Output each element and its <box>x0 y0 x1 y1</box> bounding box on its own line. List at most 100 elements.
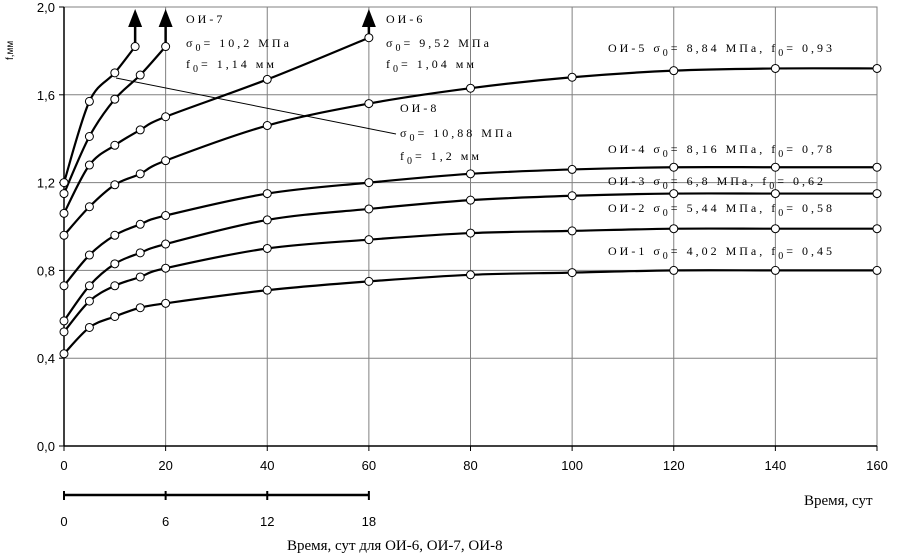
data-point-ои-8 <box>135 70 145 80</box>
data-point-ои-5 <box>84 202 94 212</box>
annotation-oi6: ОИ-6 σ0= 9,52 МПа f0= 1,04 мм <box>386 12 489 75</box>
x-tick-label: 120 <box>663 458 685 473</box>
oi1-s1: 0 <box>663 251 671 262</box>
y-axis-label: f,мм <box>5 41 16 60</box>
data-point-ои-6 <box>84 160 94 170</box>
oi4-t2: = 8,16 МПа, f <box>671 142 778 156</box>
grid <box>63 6 878 447</box>
x2-tick-label: 12 <box>260 514 274 529</box>
oi2-s2: 0 <box>778 208 786 219</box>
oi7-name: ОИ-7 <box>186 12 225 26</box>
oi8-f: f <box>400 149 407 163</box>
data-point-ои-3 <box>567 191 577 201</box>
data-point-ои-8 <box>84 132 94 142</box>
data-point-ои-3 <box>669 189 679 199</box>
data-point-ои-4 <box>135 219 145 229</box>
oi6-sigma: σ <box>386 36 395 50</box>
oi3-s2: 0 <box>769 181 777 192</box>
oi3-t3: = 0,62 <box>777 174 826 188</box>
data-point-ои-8 <box>161 42 171 52</box>
oi6-name: ОИ-6 <box>386 12 425 26</box>
x-tick-label: 100 <box>561 458 583 473</box>
data-point-ои-7 <box>59 178 69 188</box>
data-point-ои-2 <box>872 224 882 234</box>
oi8-name: ОИ-8 <box>400 101 439 115</box>
y-tick-label: 0,4 <box>37 351 55 366</box>
data-point-ои-2 <box>59 327 69 337</box>
svg-text:f0= 1,04 мм: f0= 1,04 мм <box>386 57 477 75</box>
oi5-t1: ОИ-5 σ <box>608 41 663 55</box>
oi7-sigma-val: = 10,2 МПа <box>203 36 291 50</box>
data-point-ои-1 <box>161 298 171 308</box>
data-point-ои-3 <box>161 239 171 249</box>
oi4-s2: 0 <box>778 149 786 160</box>
oi1-s2: 0 <box>778 251 786 262</box>
x2-tick-label: 0 <box>60 514 67 529</box>
oi5-s1: 0 <box>663 48 671 59</box>
oi7-f: f <box>186 57 193 71</box>
svg-text:σ0= 10,88 МПа: σ0= 10,88 МПа <box>400 126 515 144</box>
data-point-ои-3 <box>872 189 882 199</box>
data-point-ои-1 <box>110 311 120 321</box>
data-point-ои-4 <box>466 169 475 179</box>
data-point-ои-2 <box>466 228 475 238</box>
oi3-t1: ОИ-3 σ <box>608 174 663 188</box>
data-point-ои-5 <box>161 156 171 166</box>
oi1-t1: ОИ-1 σ <box>608 244 663 258</box>
data-point-ои-3 <box>110 259 120 269</box>
x-axis-label: Время, сут <box>804 493 873 509</box>
oi2-t3: = 0,58 <box>786 201 835 215</box>
data-point-ои-7 <box>110 68 120 78</box>
data-point-ои-2 <box>84 296 94 306</box>
y-tick-label: 1,2 <box>37 176 55 191</box>
data-point-ои-4 <box>59 281 69 291</box>
svg-text:ОИ-3 σ0= 6,8 МПа, f0= 0,62: ОИ-3 σ0= 6,8 МПа, f0= 0,62 <box>608 174 826 192</box>
data-point-ои-3 <box>466 195 475 205</box>
data-point-ои-5 <box>262 121 272 131</box>
data-point-ои-5 <box>59 230 69 240</box>
svg-text:ОИ-1 σ0= 4,02 МПа, f0= 0,45: ОИ-1 σ0= 4,02 МПа, f0= 0,45 <box>608 244 835 262</box>
oi2-t1: ОИ-2 σ <box>608 201 663 215</box>
x-tick-label: 80 <box>463 458 477 473</box>
data-point-ои-8 <box>59 189 69 199</box>
oi2-s1: 0 <box>663 208 671 219</box>
data-point-ои-7 <box>130 42 140 52</box>
annotation-oi5: ОИ-5 σ0= 8,84 МПа, f0= 0,93 <box>608 41 832 59</box>
markers-group <box>59 33 882 359</box>
oi5-s2: 0 <box>778 48 786 59</box>
oi6-sigma-sub: 0 <box>395 43 403 54</box>
oi7-f-val: = 1,14 мм <box>201 57 277 71</box>
data-point-ои-1 <box>364 276 374 286</box>
oi1-t2: = 4,02 МПа, f <box>671 244 778 258</box>
oi5-t2: = 8,84 МПа, f <box>671 41 778 55</box>
series-line-ои-7 <box>62 45 137 183</box>
annotation-oi2: ОИ-2 σ0= 5,44 МПа, f0= 0,58 <box>608 201 835 219</box>
data-point-ои-2 <box>364 235 374 245</box>
oi6-f-val: = 1,04 мм <box>401 57 477 71</box>
data-point-ои-3 <box>84 281 94 291</box>
svg-text:f0= 1,2 мм: f0= 1,2 мм <box>400 149 482 167</box>
data-point-ои-7 <box>84 96 94 106</box>
data-point-ои-5 <box>872 63 882 73</box>
data-point-ои-4 <box>262 189 272 199</box>
annotation-oi3: ОИ-3 σ0= 6,8 МПа, f0= 0,62 <box>608 174 826 192</box>
data-point-ои-1 <box>466 270 475 280</box>
data-point-ои-6 <box>59 208 69 218</box>
data-point-ои-4 <box>84 250 94 260</box>
data-point-ои-5 <box>364 99 374 109</box>
axes: 0 20 40 60 80 100 120 140 1600,00,40,81,21,62,00… <box>37 0 888 529</box>
oi4-s1: 0 <box>663 149 671 160</box>
x-tick-label: 40 <box>260 458 274 473</box>
data-point-ои-3 <box>770 189 780 199</box>
y-tick-label: 0,0 <box>37 439 55 454</box>
x-tick-label: 0 <box>60 458 67 473</box>
data-point-ои-2 <box>770 224 780 234</box>
oi8-sigma: σ <box>400 126 409 140</box>
oi2-t2: = 5,44 МПа, f <box>671 201 778 215</box>
data-point-ои-2 <box>567 226 577 236</box>
data-point-ои-1 <box>669 265 679 275</box>
data-point-ои-2 <box>161 263 171 273</box>
data-point-ои-5 <box>567 72 577 82</box>
data-point-ои-5 <box>669 66 679 76</box>
